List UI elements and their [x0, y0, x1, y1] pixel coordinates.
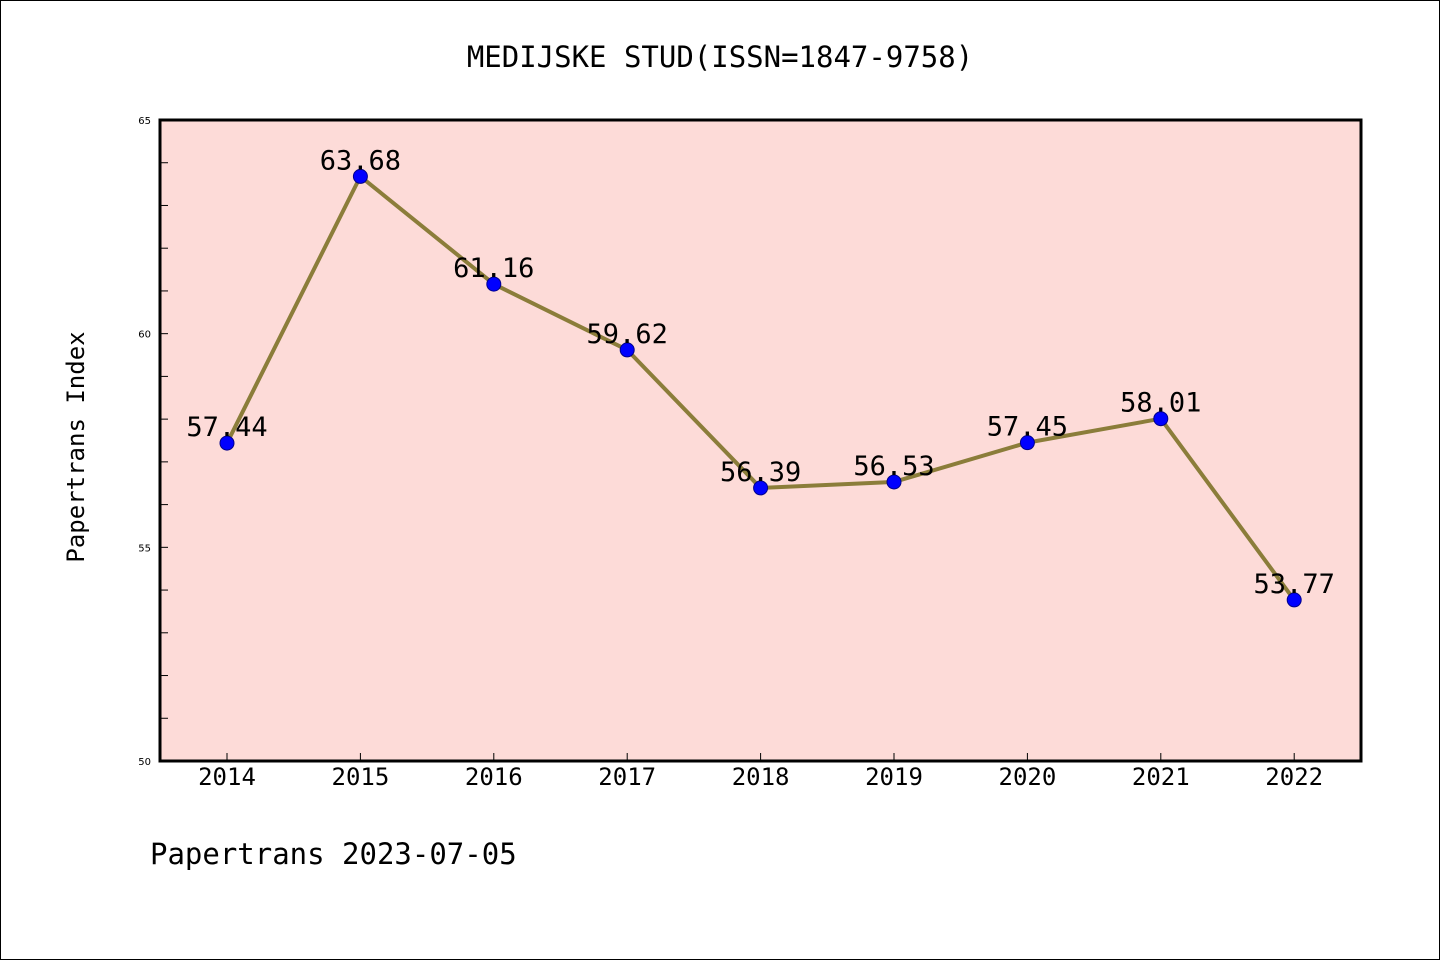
data-point — [1019, 435, 1035, 451]
data-label: 57.44 — [186, 412, 267, 443]
series-points — [219, 168, 1302, 608]
y-tick-label: 60 — [138, 330, 151, 341]
data-label: 63.68 — [320, 145, 401, 176]
y-axis-label: Papertrans Index — [62, 331, 90, 562]
data-point — [886, 474, 902, 490]
plot-area — [160, 120, 1361, 761]
data-label: 53.77 — [1254, 569, 1335, 600]
data-point — [619, 342, 635, 358]
plot-border — [158, 118, 1363, 763]
y-tick-label: 55 — [138, 543, 151, 554]
y-tick-label: 65 — [138, 116, 151, 127]
data-label: 58.01 — [1120, 388, 1201, 419]
data-point — [219, 435, 235, 451]
data-label: 61.16 — [453, 253, 534, 284]
data-point — [1153, 411, 1169, 427]
x-tick-label: 2020 — [999, 763, 1057, 791]
data-label: 56.39 — [720, 457, 801, 488]
data-point — [1286, 592, 1302, 608]
data-label: 56.53 — [853, 451, 934, 482]
data-point — [352, 168, 368, 184]
y-tick-label: 50 — [138, 757, 151, 768]
x-tick-label: 2016 — [465, 763, 523, 791]
data-label: 59.62 — [587, 319, 668, 350]
chart-title: MEDIJSKE STUD(ISSN=1847-9758) — [467, 40, 973, 74]
x-tick-label: 2021 — [1132, 763, 1190, 791]
x-tick-label: 2019 — [865, 763, 923, 791]
data-label: 57.45 — [987, 412, 1068, 443]
x-tick-label: 2018 — [732, 763, 790, 791]
data-point — [486, 276, 502, 292]
x-tick-label: 2015 — [332, 763, 390, 791]
data-point — [753, 480, 769, 496]
x-tick-label: 2017 — [598, 763, 656, 791]
footer-text: Papertrans 2023-07-05 — [150, 837, 517, 871]
data-labels: 57.44 63.68 61.16 59.62 56.39 56.53 57.45 58.01… — [186, 145, 1334, 599]
x-tick-label: 2014 — [198, 763, 256, 791]
x-tick-label: 2022 — [1265, 763, 1323, 791]
x-axis: 2014 2015 2016 2017 2018 2019 2020 2021 2022 — [198, 753, 1323, 791]
